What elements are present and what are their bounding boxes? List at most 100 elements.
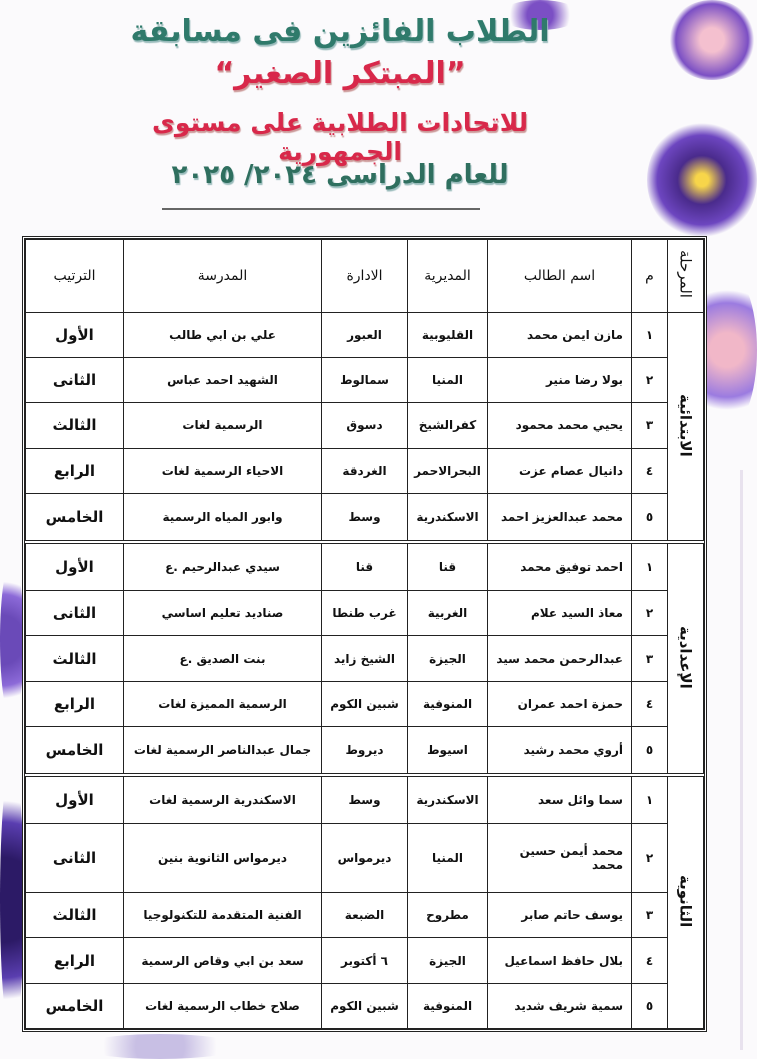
stage-label: الابتدائية: [676, 393, 695, 457]
table-row: ٢ محمد أيمن حسين محمد المنيا ديرمواس ديرمواس…: [25, 823, 704, 894]
num-cell: ٥: [631, 725, 668, 776]
table-row: الإعدادية ١ احمد توفيق محمد قنا قنا سيدي عبدا…: [25, 539, 704, 776]
flower-decoration: [647, 120, 757, 240]
school-cell: الفنية المتقدمة للتكنولوجيا: [123, 892, 322, 939]
stage-label: الثانوية: [676, 874, 695, 928]
num-cell: ٣: [631, 402, 668, 449]
table-row: ٤ بلال حافظ اسماعيل الجيزة ٦ أكتوبر سعد بن ا…: [25, 937, 704, 984]
table-row: الابتدائية ١ مازن ايمن محمد القليوبية العبور…: [25, 311, 704, 543]
stage-cell: الثانوية: [667, 773, 704, 1030]
rank-cell: الثانى: [25, 590, 124, 637]
admin-cell: سمالوط: [321, 357, 408, 404]
title-line-1: الطلاب الفائزين فى مسابقة: [130, 14, 550, 49]
name-cell: دانيال عصام عزت: [487, 447, 632, 494]
school-cell: الرسمية المميزة لغات: [123, 680, 322, 727]
directorate-cell: الاسكندرية: [407, 492, 488, 543]
table-row: ٥ محمد عبدالعزيز احمد الاسكندرية وسط وابور ا…: [25, 492, 704, 543]
name-cell: محمد عبدالعزيز احمد: [487, 492, 632, 543]
directorate-cell: المنيا: [407, 357, 488, 404]
num-cell: ٣: [631, 635, 668, 682]
table-row: الثانوية ١ سما وائل سعد الاسكندرية وسط الاسكن…: [25, 773, 704, 1030]
directorate-cell: الاسكندرية: [407, 773, 488, 825]
school-cell: علي بن ابي طالب: [123, 311, 322, 359]
header-stage: المرحلة: [667, 239, 704, 313]
num-cell: ٥: [631, 982, 668, 1030]
name-cell: مازن ايمن محمد: [487, 311, 632, 359]
name-cell: سمية شريف شديد: [487, 982, 632, 1030]
title-line-4: للعام الدراسى ٢٠٢٤/ ٢٠٢٥: [171, 160, 509, 190]
table-header-row: المرحلة م اسم الطالب المديرية الادارة ال…: [25, 239, 704, 313]
flower-decoration: [697, 270, 757, 430]
admin-cell: العبور: [321, 311, 408, 359]
name-cell: يوسف حاتم صابر: [487, 892, 632, 939]
winners-table: المرحلة م اسم الطالب المديرية الادارة ال…: [22, 236, 707, 1032]
num-cell: ٥: [631, 492, 668, 543]
title-line-3: للاتحادات الطلابية على مستوى الجمهورية: [151, 108, 529, 166]
rank-cell: الخامس: [25, 982, 124, 1030]
school-cell: وابور المياه الرسمية: [123, 492, 322, 543]
name-cell: عبدالرحمن محمد سيد: [487, 635, 632, 682]
school-cell: سعد بن ابي وقاص الرسمية: [123, 937, 322, 984]
num-cell: ١: [631, 311, 668, 359]
rank-cell: الثالث: [25, 635, 124, 682]
school-cell: الرسمية لغات: [123, 402, 322, 449]
flower-decoration: [500, 0, 580, 30]
name-cell: احمد توفيق محمد: [487, 540, 632, 592]
directorate-cell: المنوفية: [407, 680, 488, 727]
directorate-cell: القليوبية: [407, 311, 488, 359]
name-cell: سما وائل سعد: [487, 773, 632, 825]
rank-cell: الخامس: [25, 725, 124, 776]
num-cell: ٤: [631, 680, 668, 727]
num-cell: ٣: [631, 892, 668, 939]
table-row: ٣ يحيي محمد محمود كفرالشيخ دسوق الرسمية لغات…: [25, 402, 704, 449]
flower-decoration: [80, 1034, 240, 1059]
admin-cell: ديروط: [321, 725, 408, 776]
name-cell: بلال حافظ اسماعيل: [487, 937, 632, 984]
name-cell: معاذ السيد علام: [487, 590, 632, 637]
rank-cell: الرابع: [25, 937, 124, 984]
num-cell: ٢: [631, 357, 668, 404]
rank-cell: الثالث: [25, 402, 124, 449]
header-rank: الترتيب: [25, 239, 124, 313]
rank-cell: الثانى: [25, 357, 124, 404]
directorate-cell: الجيزة: [407, 635, 488, 682]
school-cell: ديرمواس الثانوية بنين: [123, 823, 322, 894]
num-cell: ١: [631, 540, 668, 592]
title-line-2: ”المبتكر الصغير“: [214, 56, 466, 91]
admin-cell: ٦ أكتوبر: [321, 937, 408, 984]
table-row: ٣ عبدالرحمن محمد سيد الجيزة الشيخ زايد بنت ا…: [25, 635, 704, 682]
admin-cell: قنا: [321, 540, 408, 592]
header-num: م: [631, 239, 668, 313]
stage-cell: الابتدائية: [667, 312, 704, 543]
directorate-cell: كفرالشيخ: [407, 402, 488, 449]
table-row: ٥ سمية شريف شديد المنوفية شبين الكوم صلاح خط…: [25, 982, 704, 1030]
admin-cell: غرب طنطا: [321, 590, 408, 637]
header-admin: الادارة: [321, 239, 408, 313]
rank-cell: الخامس: [25, 492, 124, 543]
num-cell: ٤: [631, 937, 668, 984]
name-cell: أروي محمد رشيد: [487, 725, 632, 776]
table-row: ٥ أروي محمد رشيد اسيوط ديروط جمال عبدالناصر …: [25, 725, 704, 776]
school-cell: جمال عبدالناصر الرسمية لغات: [123, 725, 322, 776]
name-cell: حمزة احمد عمران: [487, 680, 632, 727]
admin-cell: ديرمواس: [321, 823, 408, 894]
directorate-cell: الجيزة: [407, 937, 488, 984]
flower-decoration: [0, 560, 24, 720]
school-cell: الاسكندرية الرسمية لغات: [123, 773, 322, 825]
header-directorate: المديرية: [407, 239, 488, 313]
directorate-cell: قنا: [407, 540, 488, 592]
rank-cell: الثانى: [25, 823, 124, 894]
rank-cell: الرابع: [25, 680, 124, 727]
header-name: اسم الطالب: [487, 239, 632, 313]
num-cell: ١: [631, 773, 668, 825]
stage-label: الإعدادية: [676, 625, 695, 689]
header-school: المدرسة: [123, 239, 322, 313]
rank-cell: الثالث: [25, 892, 124, 939]
admin-cell: وسط: [321, 492, 408, 543]
admin-cell: الشيخ زايد: [321, 635, 408, 682]
title-underline: [162, 208, 480, 210]
directorate-cell: الغربية: [407, 590, 488, 637]
table-row: ٤ دانيال عصام عزت البحرالاحمر الغردقة الاحيا…: [25, 447, 704, 494]
admin-cell: الضبعة: [321, 892, 408, 939]
school-cell: سيدي عبدالرحيم .ع: [123, 540, 322, 592]
